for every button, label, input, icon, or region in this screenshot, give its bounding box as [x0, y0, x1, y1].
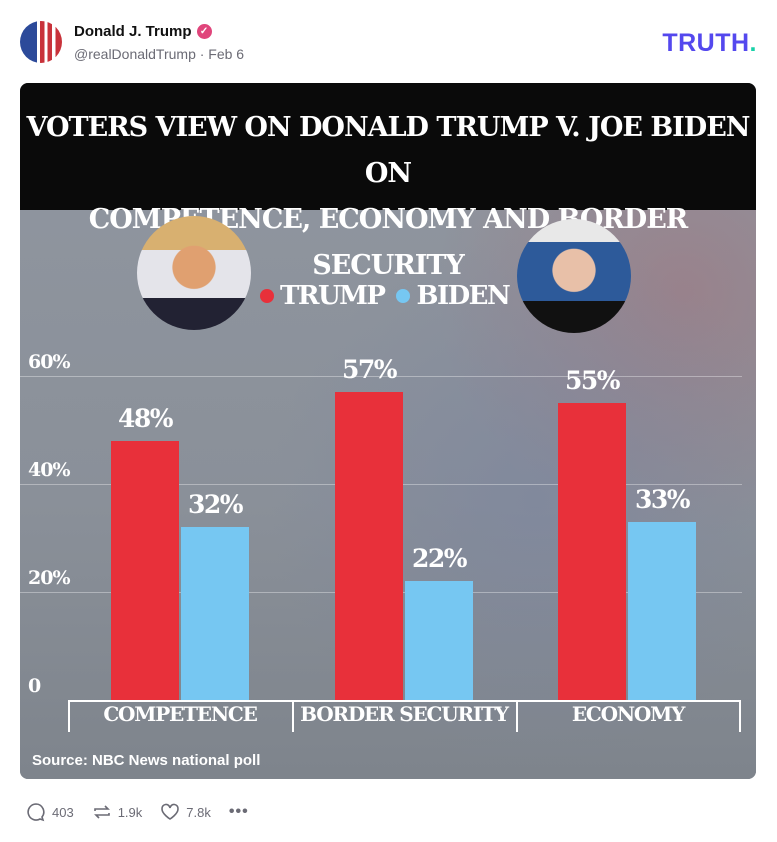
data-label: 33%	[634, 484, 691, 514]
data-label: 55%	[564, 366, 621, 395]
repost-icon	[93, 805, 110, 819]
truth-logo[interactable]: TRUTH.	[662, 29, 757, 57]
source-note: Source: NBC News national poll	[32, 752, 261, 769]
data-label: 22%	[411, 544, 468, 574]
author[interactable]: Donald J. Trump ✓	[74, 23, 212, 40]
category-label: COMPETENCE	[103, 702, 258, 726]
x-tick	[516, 700, 518, 732]
chart-title: VOTERS VIEW ON DONALD TRUMP V. JOE BIDEN…	[20, 83, 756, 281]
author-name[interactable]: Donald J. Trump	[74, 23, 192, 40]
verified-badge-icon: ✓	[196, 24, 212, 39]
legend: TRUMP BIDEN	[260, 281, 511, 311]
repost-button[interactable]: 1.9k	[92, 802, 142, 822]
y-tick-label: 20%	[28, 567, 70, 589]
x-axis	[68, 700, 740, 702]
category-label: ECONOMY	[571, 702, 686, 726]
handle-date: @realDonaldTrump · Feb 6	[74, 46, 245, 62]
bar-biden	[405, 581, 473, 700]
bar-trump	[558, 403, 626, 700]
category-label: BORDER SECURITY	[300, 702, 509, 726]
like-button[interactable]: 7.8k	[160, 802, 211, 822]
more-options-button[interactable]: •••	[229, 803, 249, 821]
post-image[interactable]: VOTERS VIEW ON DONALD TRUMP V. JOE BIDEN…	[20, 83, 756, 779]
data-label: 57%	[341, 355, 398, 385]
more-icon: •••	[228, 803, 249, 820]
legend-biden-swatch	[396, 289, 411, 303]
action-bar: 403 1.9k 7.8k •••	[26, 802, 249, 822]
reply-button[interactable]: 403	[26, 802, 74, 822]
bar-biden	[628, 521, 696, 700]
data-label: 32%	[187, 490, 244, 520]
reply-icon	[27, 803, 45, 822]
legend-biden: BIDEN	[416, 281, 510, 311]
x-tick	[292, 700, 294, 732]
gridline	[20, 376, 742, 377]
data-label: 48%	[117, 403, 174, 433]
avatar[interactable]	[20, 21, 62, 63]
y-tick-label: 40%	[28, 459, 70, 481]
y-tick-label: 0	[28, 675, 41, 697]
biden-photo	[517, 219, 631, 333]
legend-trump: TRUMP	[280, 281, 386, 311]
bar-trump	[111, 440, 179, 700]
y-tick-label: 60%	[28, 351, 70, 373]
legend-trump-swatch	[260, 289, 274, 303]
bar-trump	[335, 392, 403, 700]
x-tick	[68, 700, 70, 732]
trump-photo	[137, 216, 251, 330]
heart-icon	[161, 803, 180, 820]
x-tick	[739, 700, 741, 732]
bar-biden	[181, 527, 249, 700]
